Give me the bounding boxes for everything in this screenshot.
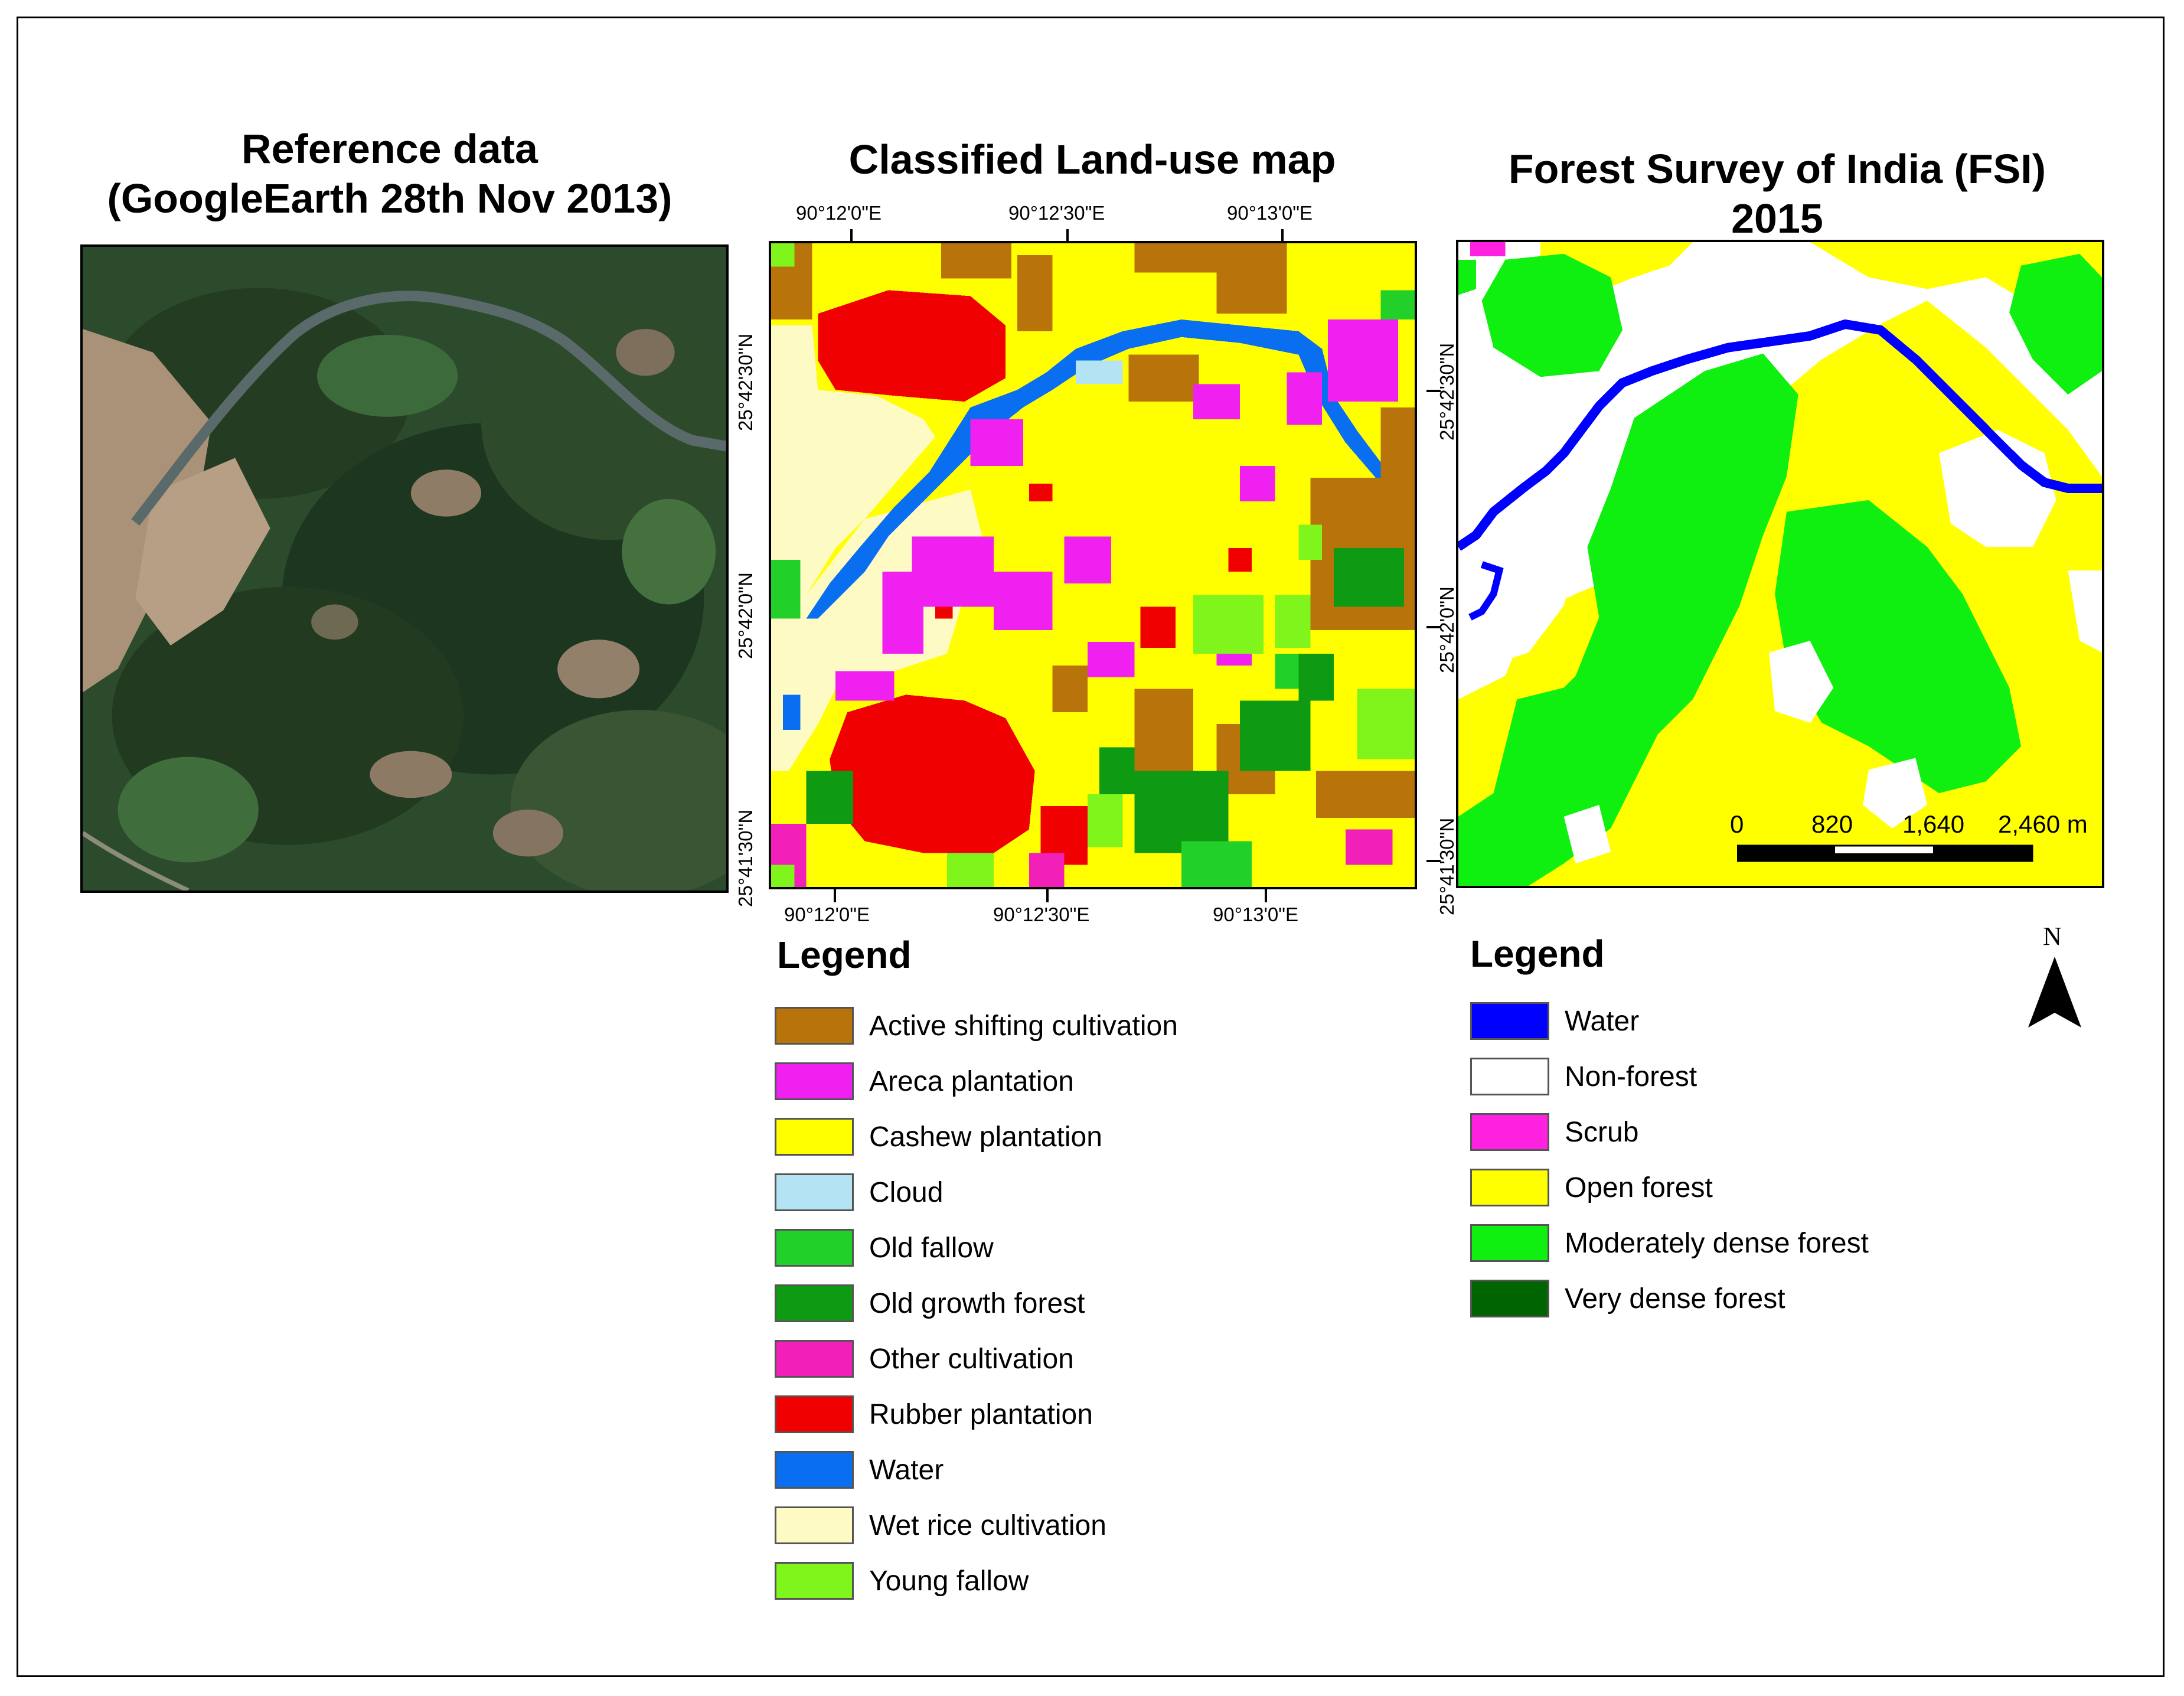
scale-label-820: 820 [1811,810,1853,838]
classified-legend-swatch [775,1562,854,1600]
scale-label-1640: 1,640 [1902,810,1965,838]
classified-legend-item: Cashew plantation [775,1109,1178,1165]
classified-legend-title: Legend [777,934,912,976]
classified-land-use-map [769,241,1417,889]
classified-legend-item: Other cultivation [775,1331,1178,1387]
bottom-tick-1 [834,888,836,902]
left-tick-label-1: 25°42'30"N [734,333,756,431]
classified-legend-item: Rubber plantation [775,1387,1178,1442]
classified-legend-item: Active shifting cultivation [775,998,1178,1054]
reference-title-line1: Reference data [241,126,538,172]
classified-legend-label: Old fallow [869,1232,994,1264]
fsi-legend-label: Water [1565,1005,1640,1037]
fsi-legend-swatch [1470,1058,1549,1095]
fsi-title: Forest Survey of India (FSI) 2015 [1464,144,2090,243]
classified-legend-swatch [775,1173,854,1211]
classified-legend-item: Wet rice cultivation [775,1498,1178,1553]
classified-legend-swatch [775,1229,854,1267]
satellite-image [80,244,729,893]
classified-legend-swatch [775,1506,854,1544]
classified-legend-label: Areca plantation [869,1065,1074,1097]
classified-legend-label: Young fallow [869,1565,1029,1597]
classified-legend-label: Active shifting cultivation [869,1010,1178,1042]
top-tick-label-1: 90°12'0"E [796,202,882,224]
classified-legend-label: Water [869,1454,944,1486]
fsi-legend-label: Non-forest [1565,1061,1697,1092]
bottom-tick-label-2: 90°12'30"E [993,904,1090,925]
reference-title-line2: (GoogleEarth 28th Nov 2013) [107,175,672,221]
fsi-title-line2: 2015 [1731,195,1823,242]
left-tick-label-2: 25°42'0"N [734,572,756,659]
scale-bar [1737,844,2033,862]
classified-legend-item: Old growth forest [775,1276,1178,1331]
classified-legend-label: Old growth forest [869,1287,1085,1319]
fsi-legend-swatch [1470,1224,1549,1262]
top-tick-3 [1281,229,1284,243]
classified-legend-item: Young fallow [775,1553,1178,1609]
north-arrow: N [2025,921,2084,1045]
fsi-legend-item: Scrub [1470,1104,1869,1160]
fsi-legend-label: Scrub [1565,1116,1639,1148]
fsi-legend-label: Moderately dense forest [1565,1227,1869,1259]
fsi-title-line1: Forest Survey of India (FSI) [1508,146,2046,192]
fsi-legend-item: Non-forest [1470,1049,1869,1104]
scale-label-2460m: 2,460 m [1998,810,2088,838]
classified-legend-swatch [775,1451,854,1489]
fsi-legend-swatch [1470,1169,1549,1206]
fsi-legend-swatch [1470,1280,1549,1317]
scale-label-0: 0 [1730,810,1744,838]
fsi-forest-map [1456,240,2104,888]
classified-legend-item: Old fallow [775,1220,1178,1276]
fsi-legend-swatch [1470,1113,1549,1151]
top-tick-label-3: 90°13'0"E [1227,202,1313,224]
classified-legend-swatch [775,1007,854,1045]
classified-legend-item: Areca plantation [775,1054,1178,1109]
fsi-legend-item: Water [1470,993,1869,1049]
classified-legend-label: Cloud [869,1176,944,1208]
classified-legend-label: Rubber plantation [869,1398,1093,1430]
fsi-legend-label: Very dense forest [1565,1283,1785,1315]
right-tick-label-2: 25°42'0"N [1436,586,1458,673]
classified-legend-swatch [775,1118,854,1156]
top-tick-1 [850,229,853,243]
fsi-legend-label: Open forest [1565,1172,1713,1203]
classified-legend-swatch [775,1395,854,1433]
fsi-legend-item: Open forest [1470,1160,1869,1215]
north-arrow-icon [2028,957,2081,1028]
classified-legend-swatch [775,1340,854,1378]
north-label: N [2043,922,2062,951]
classified-legend: Active shifting cultivation Areca plantat… [775,998,1178,1609]
fsi-legend-swatch [1470,1002,1549,1040]
bottom-tick-3 [1265,888,1267,902]
fsi-legend-title: Legend [1470,932,1605,975]
classified-legend-swatch [775,1284,854,1322]
top-tick-2 [1066,229,1069,243]
classified-legend-label: Wet rice cultivation [869,1509,1106,1541]
fsi-legend-item: Very dense forest [1470,1271,1869,1326]
classified-legend-item: Cloud [775,1165,1178,1220]
figure-frame [17,17,2165,1677]
right-tick-2 [1426,626,1441,628]
classified-legend-label: Cashew plantation [869,1121,1102,1153]
right-tick-1 [1426,390,1441,392]
bottom-tick-label-1: 90°12'0"E [784,904,870,925]
classified-legend-label: Other cultivation [869,1343,1074,1375]
bottom-tick-2 [1046,888,1049,902]
fsi-legend: Water Non-forest Scrub Open forest Moderatel… [1470,993,1869,1326]
classified-legend-item: Water [775,1442,1178,1498]
classified-legend-swatch [775,1062,854,1100]
bottom-tick-label-3: 90°13'0"E [1213,904,1298,925]
reference-title: Reference data (GoogleEarth 28th Nov 201… [77,124,703,223]
right-tick-label-1: 25°42'30"N [1436,343,1458,441]
right-tick-3 [1426,860,1441,862]
classified-title: Classified Land-use map [848,136,1336,182]
left-tick-label-3: 25°41'30"N [734,809,756,907]
right-tick-label-3: 25°41'30"N [1436,817,1458,915]
fsi-legend-item: Moderately dense forest [1470,1215,1869,1271]
top-tick-label-2: 90°12'30"E [1008,202,1105,224]
